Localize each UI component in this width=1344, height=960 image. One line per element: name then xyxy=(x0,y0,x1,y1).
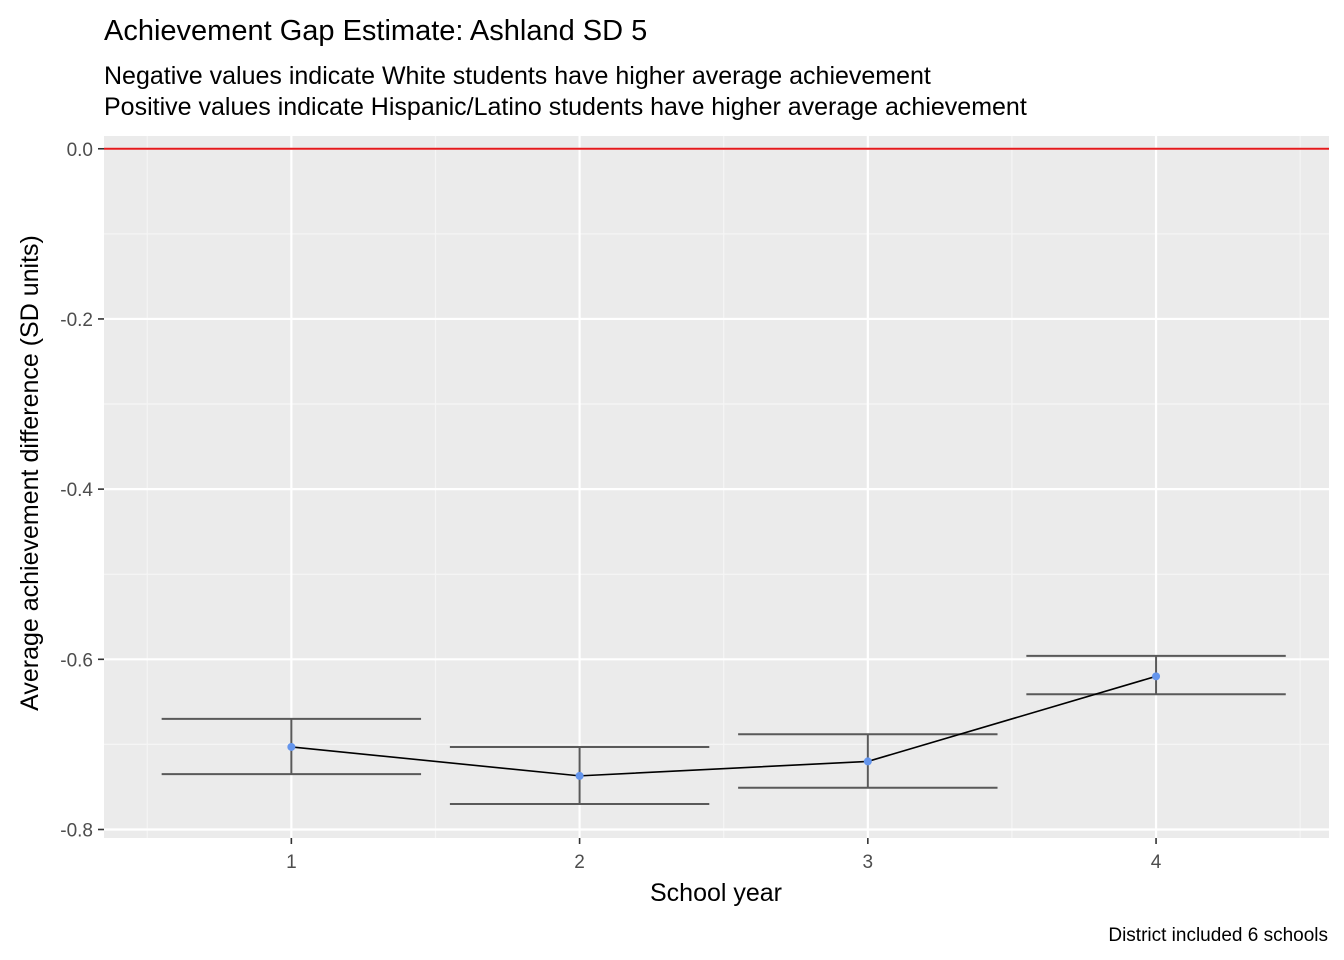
data-point xyxy=(1152,672,1161,681)
y-axis-title: Average achievement difference (SD units… xyxy=(16,235,44,711)
grid-lines xyxy=(104,136,1329,838)
chart-title: Achievement Gap Estimate: Ashland SD 5 xyxy=(104,15,647,47)
data-point xyxy=(287,742,296,751)
x-axis-title: School year xyxy=(650,879,782,907)
plot-panel xyxy=(104,136,1329,838)
y-tick-label: -0.8 xyxy=(60,820,93,841)
y-tick-label: -0.6 xyxy=(60,650,93,671)
y-tick-label: -0.2 xyxy=(60,310,93,331)
x-tick-label: 1 xyxy=(286,852,297,873)
y-tick-label: 0.0 xyxy=(67,140,93,161)
error-bars xyxy=(161,654,1286,805)
x-tick-label: 2 xyxy=(574,852,585,873)
panel-background xyxy=(104,136,1329,838)
y-axis-ticks: 0.0 -0.2 -0.4 -0.6 -0.8 xyxy=(60,140,104,841)
x-tick-label: 3 xyxy=(863,852,874,873)
series-line-layer xyxy=(291,675,1157,777)
data-point xyxy=(863,757,872,766)
data-points xyxy=(287,672,1161,780)
x-tick-label: 4 xyxy=(1151,852,1162,873)
series-line xyxy=(291,675,1157,777)
chart-caption: District included 6 schools xyxy=(1108,925,1328,946)
chart-subtitle-line-2: Positive values indicate Hispanic/Latino… xyxy=(104,93,1027,121)
chart-subtitle-line-1: Negative values indicate White students … xyxy=(104,62,931,90)
data-point xyxy=(575,771,584,780)
y-tick-label: -0.4 xyxy=(60,480,93,501)
x-axis-ticks: 1 2 3 4 xyxy=(286,838,1162,873)
